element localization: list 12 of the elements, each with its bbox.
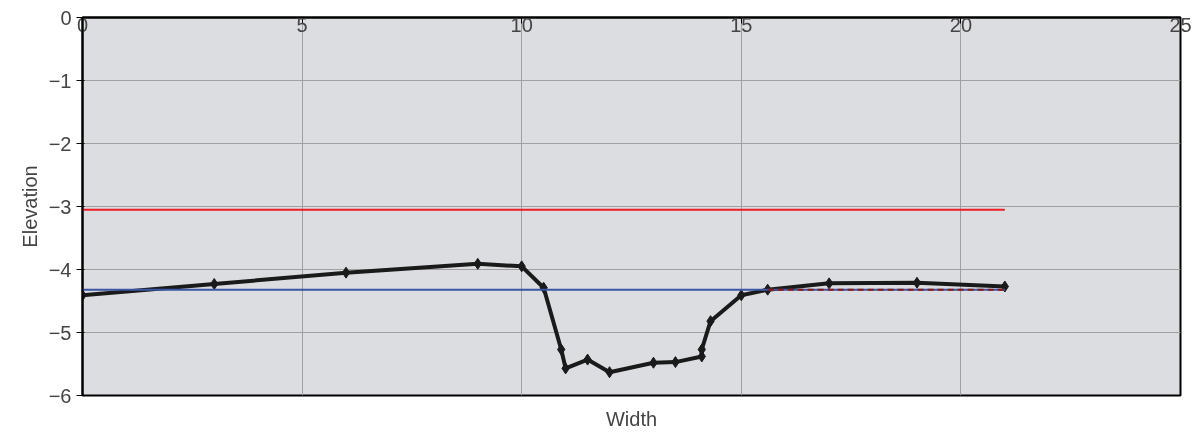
x-axis-title: Width [605,407,658,430]
x-tick-label: 5 [296,13,308,36]
y-axis-title: Elevation [18,165,41,248]
y-tick-label: −2 [48,132,72,155]
y-tick-label: −1 [48,69,72,92]
y-tick-label: −6 [48,384,72,407]
x-tick-label: 10 [510,13,533,36]
x-tick-label: 20 [949,13,973,36]
x-tick-label: 15 [730,13,753,36]
y-tick-label: −4 [48,258,72,281]
y-tick-label: −5 [48,321,72,344]
y-tick-label: −3 [48,195,72,218]
